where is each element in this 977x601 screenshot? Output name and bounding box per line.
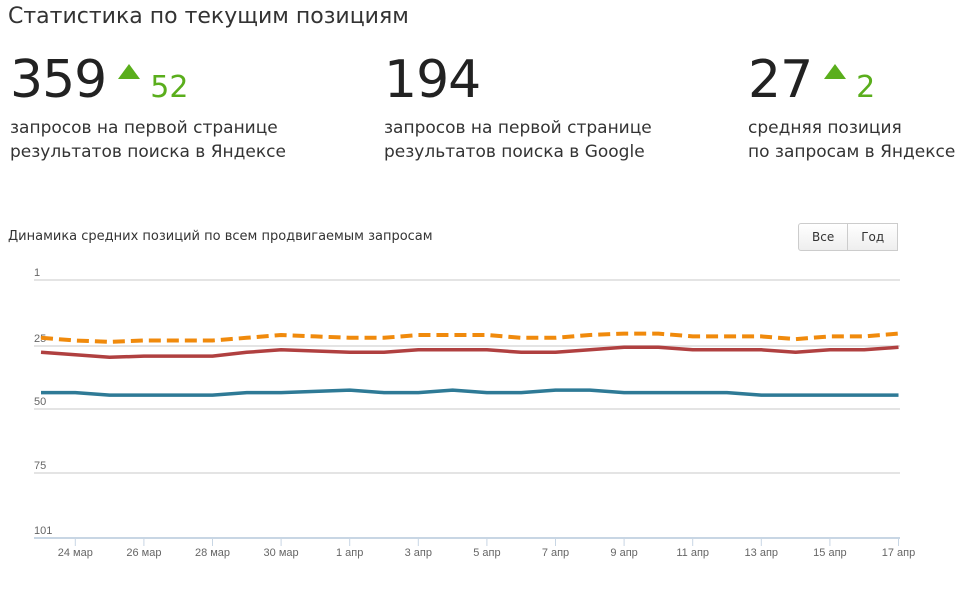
x-tick-label: 1 апр [336,547,363,559]
range-selector: Все Год [798,223,900,251]
stat-yandex-top: 359 52 запросов на первой странице результ… [10,50,286,164]
y-tick-label: 1 [34,267,40,279]
x-tick-label: 17 апр [882,547,915,559]
stat-delta: 2 [856,70,876,105]
arrow-up-icon [118,64,141,79]
stat-value: 359 [10,50,107,110]
arrow-up-icon [824,64,847,79]
stat-desc: запросов на первой странице [384,118,652,138]
x-tick-label: 7 апр [542,547,569,559]
x-tick-label: 24 мар [58,547,93,559]
chart-title: Динамика средних позиций по всем продвиг… [8,229,433,244]
stat-google-top: 194 запросов на первой странице результат… [384,50,652,164]
series-line-2 [41,388,899,397]
stat-value: 194 [384,50,481,110]
x-tick-label: 3 апр [405,547,432,559]
stat-desc: по запросам в Яндексе [748,142,956,162]
x-tick-label: 11 апр [676,547,709,559]
x-tick-label: 26 мар [126,547,161,559]
x-tick-label: 13 апр [745,547,778,559]
stat-desc: результатов поиска в Яндексе [10,142,286,162]
series-line-1 [40,345,899,360]
series-line-0 [40,331,899,344]
range-year-button[interactable]: Год [848,223,899,251]
stat-value: 27 [748,50,813,110]
y-tick-label: 101 [34,525,52,537]
stat-avg-position: 27 2 средняя позиция по запросам в Яндексе [748,50,955,164]
y-tick-label: 50 [34,396,46,408]
stat-delta: 52 [150,70,189,105]
x-tick-label: 28 мар [195,547,230,559]
x-tick-label: 5 апр [473,547,500,559]
stat-desc: результатов поиска в Google [384,142,645,162]
stat-desc: средняя позиция [748,118,902,138]
range-all-button[interactable]: Все [798,223,849,251]
stat-desc: запросов на первой странице [10,118,278,138]
x-tick-label: 15 апр [813,547,846,559]
page-title: Статистика по текущим позициям [8,4,409,29]
y-tick-label: 75 [34,460,46,472]
x-tick-label: 9 апр [610,547,637,559]
x-tick-label: 30 мар [264,547,299,559]
